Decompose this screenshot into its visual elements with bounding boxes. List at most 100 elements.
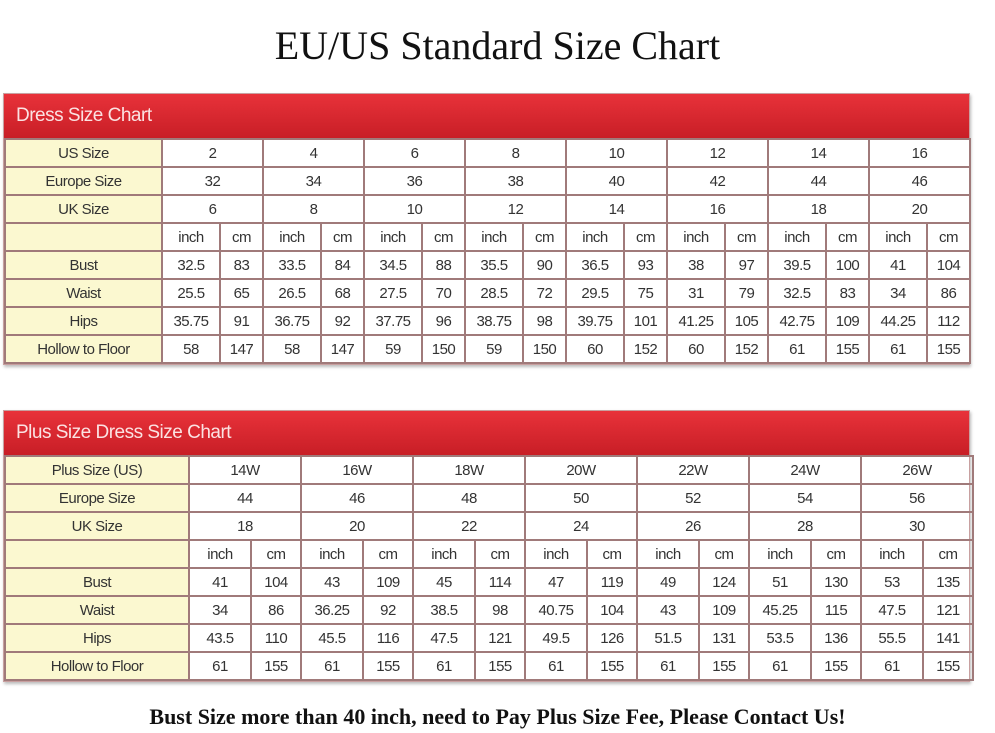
unit-inch: inch [161,222,221,252]
table-row: Plus Size (US) 14W 16W 18W 20W 22W 24W 26W [4,455,974,485]
measure-cell: 41 [868,250,928,280]
size-cell: 20 [868,194,971,224]
size-cell: 10 [565,138,668,168]
table-row: Bust 41 104 43 109 45 114 47 119 49 124 51 130 53 135 [4,567,974,597]
measure-cell: 61 [524,651,588,681]
size-table: US Size 2 4 6 8 10 12 14 16 Europe Size 32 34 36 38 40… [4,138,971,364]
measure-cell: 90 [522,250,567,280]
row-label: Bust [4,567,190,597]
size-cell: 52 [636,483,750,513]
size-cell: 30 [860,511,974,541]
size-cell: 22W [636,455,750,485]
measure-cell: 41 [188,567,252,597]
measure-cell: 32.5 [161,250,221,280]
size-cell: 48 [412,483,526,513]
measure-cell: 43 [300,567,364,597]
unit-cm: cm [623,222,668,252]
measure-cell: 60 [666,334,726,364]
table-row: Europe Size 32 34 36 38 40 42 44 46 [4,166,971,196]
measure-cell: 119 [586,567,638,597]
row-label: Hips [4,623,190,653]
measure-cell: 104 [250,567,302,597]
row-label: Waist [4,278,163,308]
measure-cell: 112 [926,306,971,336]
measure-cell: 65 [219,278,264,308]
measure-cell: 124 [698,567,750,597]
measure-cell: 136 [810,623,862,653]
unit-inch: inch [524,539,588,569]
table-row: Hips 35.75 91 36.75 92 37.75 96 38.75 98 39.75 101… [4,306,971,336]
row-label: UK Size [4,194,163,224]
measure-cell: 61 [860,651,924,681]
size-cell: 24 [524,511,638,541]
unit-inch: inch [636,539,700,569]
measure-cell: 51.5 [636,623,700,653]
measure-cell: 49.5 [524,623,588,653]
row-label: Waist [4,595,190,625]
size-cell: 12 [464,194,567,224]
measure-cell: 32.5 [767,278,827,308]
table-row: Waist 34 86 36.25 92 38.5 98 40.75 104 43 109 45.25… [4,595,974,625]
size-cell: 14 [767,138,870,168]
measure-cell: 114 [474,567,526,597]
measure-cell: 43 [636,595,700,625]
size-cell: 26W [860,455,974,485]
measure-cell: 38.5 [412,595,476,625]
dress-size-chart: Dress Size Chart US Size 2 4 6 8 10 12 14 16 Euro… [3,93,971,365]
size-cell: 24W [748,455,862,485]
size-cell: 20 [300,511,414,541]
unit-cm: cm [474,539,526,569]
measure-cell: 97 [724,250,769,280]
measure-cell: 68 [320,278,365,308]
measure-cell: 36.75 [262,306,322,336]
measure-cell: 39.75 [565,306,625,336]
row-label [4,222,163,252]
size-table: Plus Size (US) 14W 16W 18W 20W 22W 24W 26W Europ… [4,455,974,681]
measure-cell: 61 [412,651,476,681]
measure-cell: 88 [421,250,466,280]
measure-cell: 53 [860,567,924,597]
measure-cell: 35.75 [161,306,221,336]
size-cell: 36 [363,166,466,196]
measure-cell: 147 [320,334,365,364]
measure-cell: 47.5 [860,595,924,625]
unit-inch: inch [262,222,322,252]
measure-cell: 31 [666,278,726,308]
measure-cell: 36.25 [300,595,364,625]
size-cell: 46 [300,483,414,513]
measure-cell: 61 [636,651,700,681]
measure-cell: 155 [926,334,971,364]
measure-cell: 26.5 [262,278,322,308]
row-label: Europe Size [4,483,190,513]
size-cell: 42 [666,166,769,196]
measure-cell: 40.75 [524,595,588,625]
measure-cell: 150 [522,334,567,364]
measure-cell: 96 [421,306,466,336]
measure-cell: 147 [219,334,264,364]
measure-cell: 92 [320,306,365,336]
measure-cell: 104 [586,595,638,625]
measure-cell: 86 [250,595,302,625]
unit-row: inch cm inch cm inch cm inch cm inch cm inch cm inch… [4,539,974,569]
measure-cell: 155 [474,651,526,681]
measure-cell: 47 [524,567,588,597]
measure-cell: 61 [868,334,928,364]
unit-cm: cm [522,222,567,252]
measure-cell: 60 [565,334,625,364]
measure-cell: 155 [810,651,862,681]
unit-cm: cm [362,539,414,569]
measure-cell: 45.5 [300,623,364,653]
unit-cm: cm [922,539,974,569]
unit-inch: inch [412,539,476,569]
measure-cell: 61 [188,651,252,681]
measure-cell: 75 [623,278,668,308]
table-row: Bust 32.5 83 33.5 84 34.5 88 35.5 90 36.5 93 38 97 39… [4,250,971,280]
measure-cell: 58 [161,334,221,364]
measure-cell: 130 [810,567,862,597]
size-cell: 26 [636,511,750,541]
measure-cell: 55.5 [860,623,924,653]
measure-cell: 37.75 [363,306,423,336]
table-row: UK Size 6 8 10 12 14 16 18 20 [4,194,971,224]
size-cell: 8 [262,194,365,224]
measure-cell: 101 [623,306,668,336]
